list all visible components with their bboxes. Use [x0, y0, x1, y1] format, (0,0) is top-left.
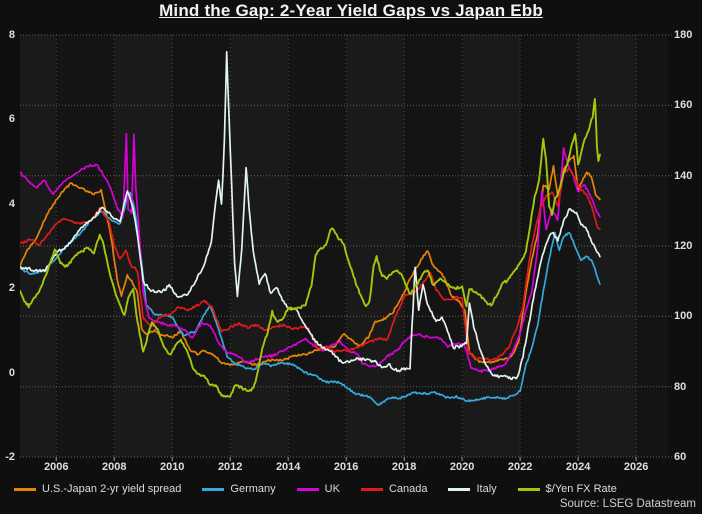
left-axis-tick: 0 — [8, 366, 15, 379]
x-axis-tick: 2014 — [275, 461, 301, 473]
x-axis-tick: 2018 — [391, 461, 417, 473]
legend-label: $/Yen FX Rate — [545, 483, 617, 495]
left-axis-tick: -2 — [5, 451, 15, 463]
legend-swatch — [296, 487, 319, 491]
x-axis-tick: 2026 — [623, 461, 649, 473]
x-axis-tick: 2006 — [43, 461, 69, 473]
series-line-4 — [20, 51, 601, 381]
legend-label: Canada — [388, 483, 428, 495]
legend-item: $/Yen FX Rate — [517, 483, 617, 495]
x-axis-tick: 2012 — [217, 461, 243, 473]
legend-item: Germany — [202, 483, 276, 495]
legend-item: Canada — [360, 483, 428, 495]
legend-swatch — [202, 487, 225, 491]
x-axis-tick: 2020 — [449, 461, 475, 473]
chart-title: Mind the Gap: 2-Year Yield Gaps vs Japan… — [159, 1, 543, 20]
left-axis-tick: 2 — [8, 282, 15, 295]
right-axis-tick: 160 — [674, 99, 693, 112]
right-axis-tick: 100 — [674, 310, 693, 323]
legend-swatch — [360, 487, 383, 491]
legend: U.S.-Japan 2-yr yield spread Germany UK Can… — [14, 483, 617, 495]
x-axis-tick: 2016 — [333, 461, 359, 473]
source-credit: Source: LSEG Datastream — [559, 498, 696, 510]
legend-item: Italy — [448, 483, 497, 495]
series-line-2 — [20, 132, 601, 374]
legend-item: UK — [296, 483, 340, 495]
left-axis-tick: 4 — [8, 197, 15, 210]
x-axis-tick: 2024 — [565, 461, 591, 473]
right-axis-tick: 180 — [674, 29, 693, 41]
legend-item: U.S.-Japan 2-yr yield spread — [14, 483, 181, 495]
x-axis-tick: 2008 — [101, 461, 127, 473]
left-axis-tick: 8 — [8, 29, 15, 41]
legend-label: UK — [324, 483, 340, 495]
legend-swatch — [448, 487, 471, 491]
right-axis-tick: 60 — [674, 451, 687, 463]
legend-swatch — [517, 487, 540, 491]
x-axis-tick: 2010 — [159, 461, 185, 473]
legend-label: Italy — [476, 483, 497, 495]
legend-label: U.S.-Japan 2-yr yield spread — [42, 483, 182, 495]
series-line-1 — [20, 191, 601, 406]
series-line-5 — [20, 98, 601, 398]
left-axis-tick: 6 — [8, 113, 15, 126]
right-axis-tick: 80 — [674, 380, 687, 393]
legend-swatch — [14, 487, 36, 491]
x-axis-tick: 2022 — [507, 461, 533, 473]
legend-label: Germany — [230, 483, 276, 495]
right-axis-tick: 140 — [674, 169, 693, 182]
series-line-0 — [20, 154, 601, 367]
right-axis-tick: 120 — [674, 240, 693, 252]
